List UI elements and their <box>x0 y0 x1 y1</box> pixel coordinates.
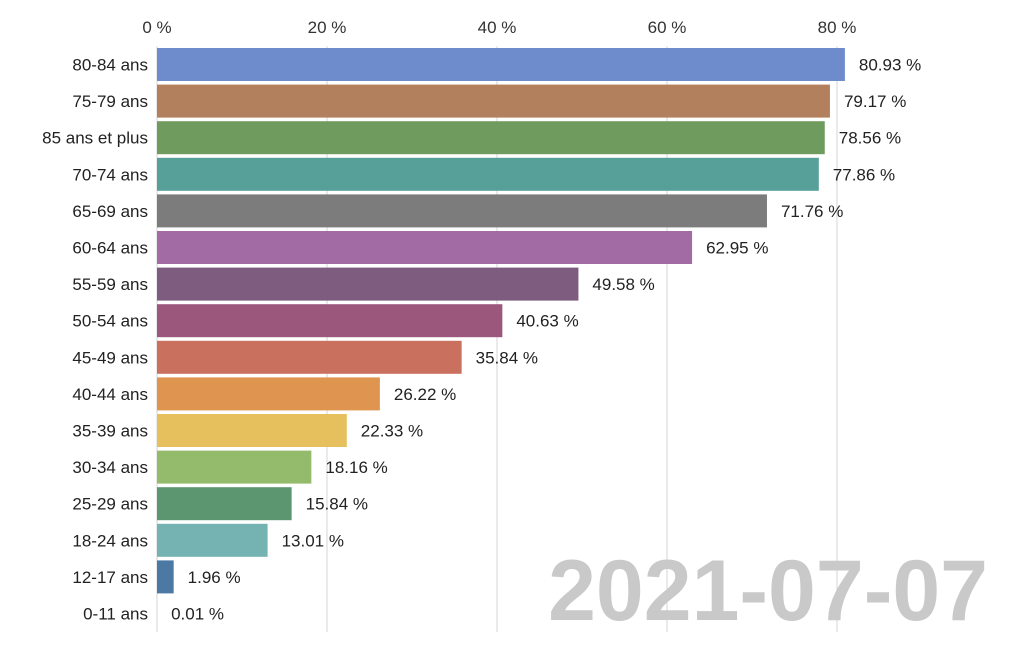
bar <box>157 121 825 155</box>
bar <box>157 84 830 118</box>
value-label: 22.33 % <box>361 422 423 441</box>
value-label: 26.22 % <box>394 385 456 404</box>
category-label: 30-34 ans <box>72 458 148 477</box>
bar <box>157 157 819 191</box>
bar <box>157 377 380 411</box>
bar <box>157 267 579 301</box>
value-label: 0.01 % <box>171 605 224 624</box>
category-label: 18-24 ans <box>72 531 148 550</box>
category-label: 60-64 ans <box>72 239 148 258</box>
bar <box>157 231 693 264</box>
category-label: 70-74 ans <box>72 165 148 184</box>
x-tick-label: 60 % <box>648 18 687 37</box>
category-label: 35-39 ans <box>72 422 148 441</box>
category-label: 80-84 ans <box>72 56 148 75</box>
value-label: 78.56 % <box>839 129 901 148</box>
date-stamp: 2021-07-07 <box>548 543 988 639</box>
value-label: 62.95 % <box>706 239 768 258</box>
value-label: 40.63 % <box>516 312 578 331</box>
category-label: 12-17 ans <box>72 568 148 587</box>
category-label: 45-49 ans <box>72 348 148 367</box>
category-label: 0-11 ans <box>83 605 148 624</box>
category-label: 50-54 ans <box>72 312 148 331</box>
category-label: 25-29 ans <box>72 495 148 514</box>
value-label: 77.86 % <box>833 165 895 184</box>
value-label: 15.84 % <box>306 495 368 514</box>
bar <box>157 304 503 338</box>
bar <box>157 48 845 81</box>
value-label: 35.84 % <box>476 348 538 367</box>
bar <box>157 340 462 374</box>
category-label: 65-69 ans <box>72 202 148 221</box>
value-label: 71.76 % <box>781 202 843 221</box>
value-label: 13.01 % <box>282 531 344 550</box>
value-label: 79.17 % <box>844 92 906 111</box>
category-label: 55-59 ans <box>72 275 148 294</box>
bar <box>157 487 292 521</box>
x-tick-label: 20 % <box>308 18 347 37</box>
category-label: 40-44 ans <box>72 385 148 404</box>
bar <box>157 450 312 484</box>
value-label: 1.96 % <box>188 568 241 587</box>
bars <box>157 48 845 594</box>
x-tick-label: 80 % <box>818 18 857 37</box>
category-label: 85 ans et plus <box>42 129 148 148</box>
x-axis-ticks: 0 % 20 % 40 % 60 % 80 % <box>142 18 856 37</box>
bar <box>157 560 174 594</box>
bar <box>157 523 268 557</box>
category-labels: 80-84 ans 75-79 ans 85 ans et plus 70-74 an… <box>42 56 148 624</box>
value-labels: 80.93 % 79.17 % 78.56 % 77.86 % 71.76 % 62.95… <box>171 56 921 624</box>
value-label: 80.93 % <box>859 56 921 75</box>
x-tick-label: 0 % <box>142 18 171 37</box>
value-label: 49.58 % <box>592 275 654 294</box>
x-tick-label: 40 % <box>478 18 517 37</box>
value-label: 18.16 % <box>325 458 387 477</box>
bar <box>157 414 347 447</box>
category-label: 75-79 ans <box>72 92 148 111</box>
bar <box>157 194 767 228</box>
